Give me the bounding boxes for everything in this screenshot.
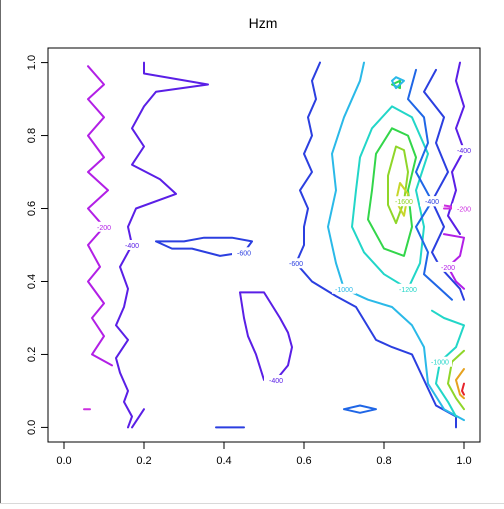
x-tick-label: 0.2 <box>136 455 151 467</box>
y-tick-label: 1.0 <box>26 55 38 70</box>
contour-label: -1000 <box>335 287 353 294</box>
y-tick-label: 0.0 <box>26 420 38 435</box>
contour-line <box>131 408 145 429</box>
contour-line <box>461 382 465 396</box>
contour-label: -600 <box>237 250 251 257</box>
contour-label: -200 <box>457 207 471 214</box>
y-axis: 0.0 0.2 0.4 0.6 0.8 1.0 <box>26 55 48 435</box>
contour-label-background <box>284 258 308 269</box>
x-tick-label: 0.6 <box>296 455 311 467</box>
contour-label-background <box>420 196 444 207</box>
contour-label: -1000 <box>431 360 449 367</box>
contour-line <box>387 145 409 225</box>
contour-label-background <box>264 374 288 385</box>
contour-label: -400 <box>125 243 139 250</box>
contour-label-background <box>452 203 476 214</box>
contour-label: -600 <box>289 261 303 268</box>
contour-line <box>239 291 293 381</box>
x-tick-label: 0.0 <box>56 455 71 467</box>
contour-line <box>455 368 465 400</box>
x-tick-label: 0.8 <box>376 455 391 467</box>
x-axis: 0.0 0.2 0.4 0.6 0.8 1.0 <box>56 442 472 467</box>
contour-label-background <box>396 283 420 294</box>
contour-line <box>431 309 465 418</box>
contour-label-background <box>452 145 476 156</box>
y-tick-label: 0.6 <box>26 201 38 216</box>
contour-line <box>343 404 377 414</box>
y-tick-label: 0.4 <box>26 274 38 289</box>
contour-line <box>87 65 113 367</box>
contour-label: -200 <box>441 265 455 272</box>
contour-label: -400 <box>457 148 471 155</box>
contour-label-background <box>332 283 356 294</box>
contour-label: -1600 <box>395 199 413 206</box>
contour-line <box>295 61 457 429</box>
contour-line <box>443 233 465 290</box>
plot-frame <box>47 47 481 443</box>
contour-label: -200 <box>97 225 111 232</box>
contour-line <box>367 127 417 257</box>
y-tick-label: 0.8 <box>26 128 38 143</box>
y-tick-label: 0.2 <box>26 347 38 362</box>
contour-line <box>155 236 253 257</box>
contour-label-background <box>392 196 416 207</box>
contour-line <box>391 76 405 90</box>
contour-line <box>447 349 465 411</box>
contour-labels: -200-400-600-400-600-1000-1200-1600-800-… <box>92 145 476 385</box>
contour-label: -1200 <box>399 287 417 294</box>
contour-line <box>395 182 409 217</box>
contour-line <box>115 61 209 429</box>
figure-left-edge <box>0 0 1 504</box>
contour-label-background <box>436 261 460 272</box>
contour-label: -400 <box>425 199 439 206</box>
x-tick-label: 0.4 <box>216 455 231 467</box>
contour-label-background <box>428 356 452 367</box>
chart-title: Hzm <box>249 15 278 31</box>
contour-label-background <box>92 221 116 232</box>
contour-label-background <box>120 240 144 250</box>
x-tick-label: 1.0 <box>456 455 471 467</box>
contour-line <box>351 105 429 290</box>
contour-label: -400 <box>269 378 283 385</box>
contour-label-background <box>232 247 256 258</box>
